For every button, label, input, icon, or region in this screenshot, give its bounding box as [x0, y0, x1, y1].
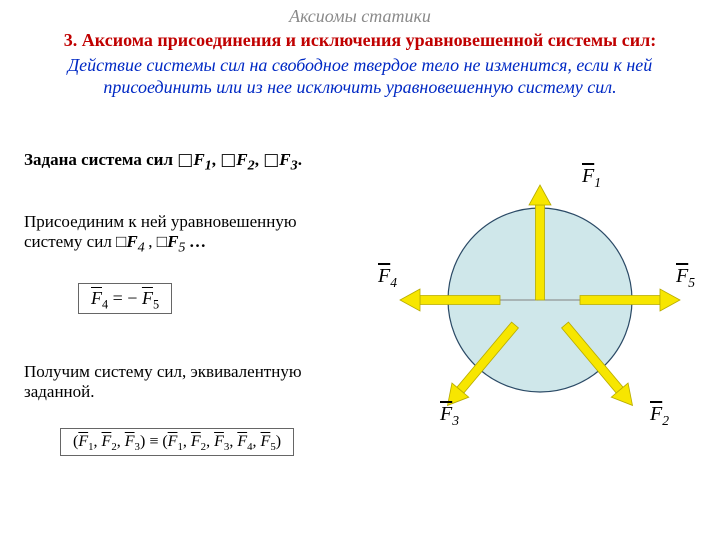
equation-f4-eq-minus-f5: F4 = − F5	[78, 283, 172, 314]
sym-f2: F	[236, 150, 247, 169]
force-label-f3: F3	[440, 403, 459, 426]
force-label-f5: F5	[676, 265, 695, 288]
axiom-description: Действие системы сил на свободное твердо…	[0, 52, 720, 99]
sym-f4: F	[126, 232, 137, 251]
sym-f3: F	[279, 150, 290, 169]
force-diagram: F1 F2 F3 F4 F5	[370, 155, 710, 465]
sym-f5: F	[167, 232, 178, 251]
result-text: Получим систему сил, эквивалентную задан…	[24, 362, 354, 402]
equation-equivalence: (F1, F2, F3) ≡ (F1, F2, F3, F4, F5)	[60, 428, 294, 456]
attach-forces-text: Присоединим к ней уравновешенную систему…	[24, 212, 354, 256]
force-label-f2: F2	[650, 403, 669, 426]
axiom-title: 3. Аксиома присоединения и исключения ур…	[0, 27, 720, 52]
sym-f1: F	[193, 150, 204, 169]
slide-header: Аксиомы статики	[0, 0, 720, 27]
slide: Аксиомы статики 3. Аксиома присоединения…	[0, 0, 720, 540]
force-label-f4: F4	[378, 265, 397, 288]
given-forces-text: Задана система сил □F1, □F2, □F3.	[24, 150, 354, 174]
force-label-f1: F1	[582, 165, 601, 188]
text: Задана система сил	[24, 150, 177, 169]
